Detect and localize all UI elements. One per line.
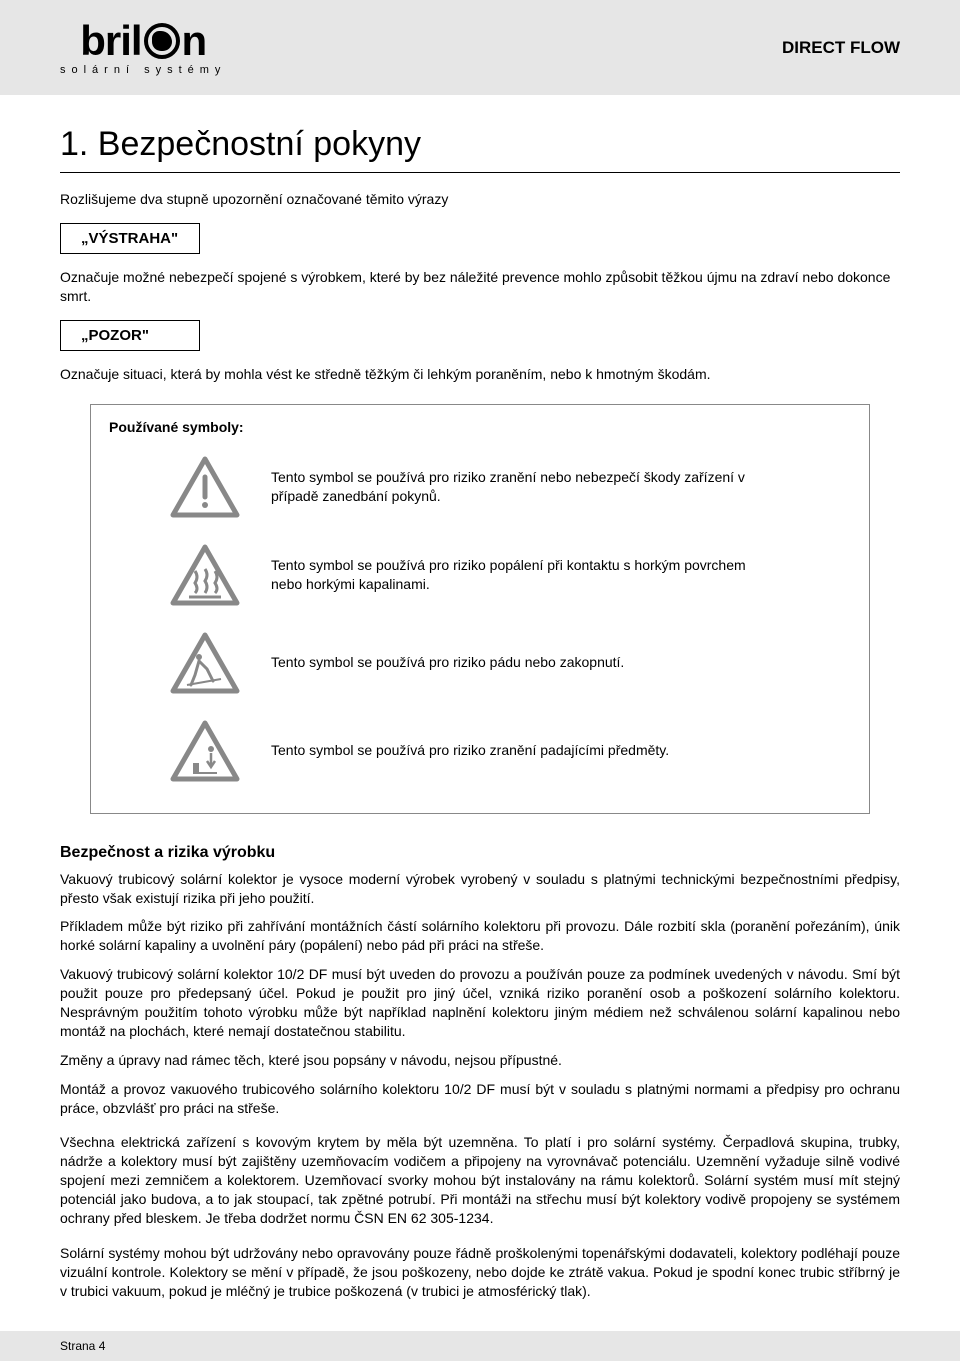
page-number: Strana 4 xyxy=(60,1339,105,1353)
caution-label: „POZOR" xyxy=(60,320,200,351)
body-paragraph: Změny a úpravy nad rámec těch, které jso… xyxy=(60,1051,900,1070)
logo-part1: bril xyxy=(80,20,141,62)
symbol-text: Tento symbol se používá pro riziko popál… xyxy=(271,556,751,594)
caution-description: Označuje situaci, která by mohla vést ke… xyxy=(60,365,900,384)
brand-logo: bril n solární systémy xyxy=(60,20,226,76)
warning-triangle-icon xyxy=(169,455,241,519)
hot-surface-triangle-icon xyxy=(169,543,241,607)
page-header: bril n solární systémy DIRECT FLOW xyxy=(0,0,960,95)
symbol-text: Tento symbol se používá pro riziko zraně… xyxy=(271,468,751,506)
body-paragraph: Montáž a provoz vакuového trubicového so… xyxy=(60,1080,900,1118)
logo-part2: n xyxy=(182,20,207,62)
symbols-panel: Používané symboly: Tento symbol se použí… xyxy=(90,404,870,814)
warning-label: „VÝSTRAHA" xyxy=(60,223,200,254)
globe-icon xyxy=(144,23,180,59)
body-paragraph: Příkladem může být riziko při zahřívání … xyxy=(60,917,900,955)
page-footer: Strana 4 xyxy=(0,1331,960,1361)
page-content: 1. Bezpečnostní pokyny Rozlišujeme dva s… xyxy=(0,95,960,1331)
section-heading: 1. Bezpečnostní pokyny xyxy=(60,125,900,173)
symbol-row: Tento symbol se používá pro riziko pádu … xyxy=(109,631,851,695)
logo-subtitle: solární systémy xyxy=(60,64,226,76)
warning-description: Označuje možné nebezpečí spojené s výrob… xyxy=(60,268,900,306)
body-paragraph: Všechna elektrická zařízení s kovovým kr… xyxy=(60,1133,900,1227)
body-paragraph: Solární systémy mohou být udržovány nebo… xyxy=(60,1244,900,1301)
symbol-row: Tento symbol se používá pro riziko zraně… xyxy=(109,455,851,519)
symbol-text: Tento symbol se používá pro riziko zraně… xyxy=(271,741,669,760)
slip-triangle-icon xyxy=(169,631,241,695)
symbol-row: Tento symbol se používá pro riziko zraně… xyxy=(109,719,851,783)
logo-text: bril n xyxy=(80,20,206,62)
safety-heading: Bezpečnost a rizika výrobku xyxy=(60,844,900,862)
falling-object-triangle-icon xyxy=(169,719,241,783)
document-title: DIRECT FLOW xyxy=(782,38,900,58)
symbols-title: Používané symboly: xyxy=(109,419,851,435)
body-paragraph: Vakuový trubicový solární kolektor 10/2 … xyxy=(60,965,900,1041)
body-paragraph: Vakuový trubicový solární kolektor je vy… xyxy=(60,870,900,908)
symbol-row: Tento symbol se používá pro riziko popál… xyxy=(109,543,851,607)
symbol-text: Tento symbol se používá pro riziko pádu … xyxy=(271,653,624,672)
intro-text: Rozlišujeme dva stupně upozornění označo… xyxy=(60,191,900,207)
